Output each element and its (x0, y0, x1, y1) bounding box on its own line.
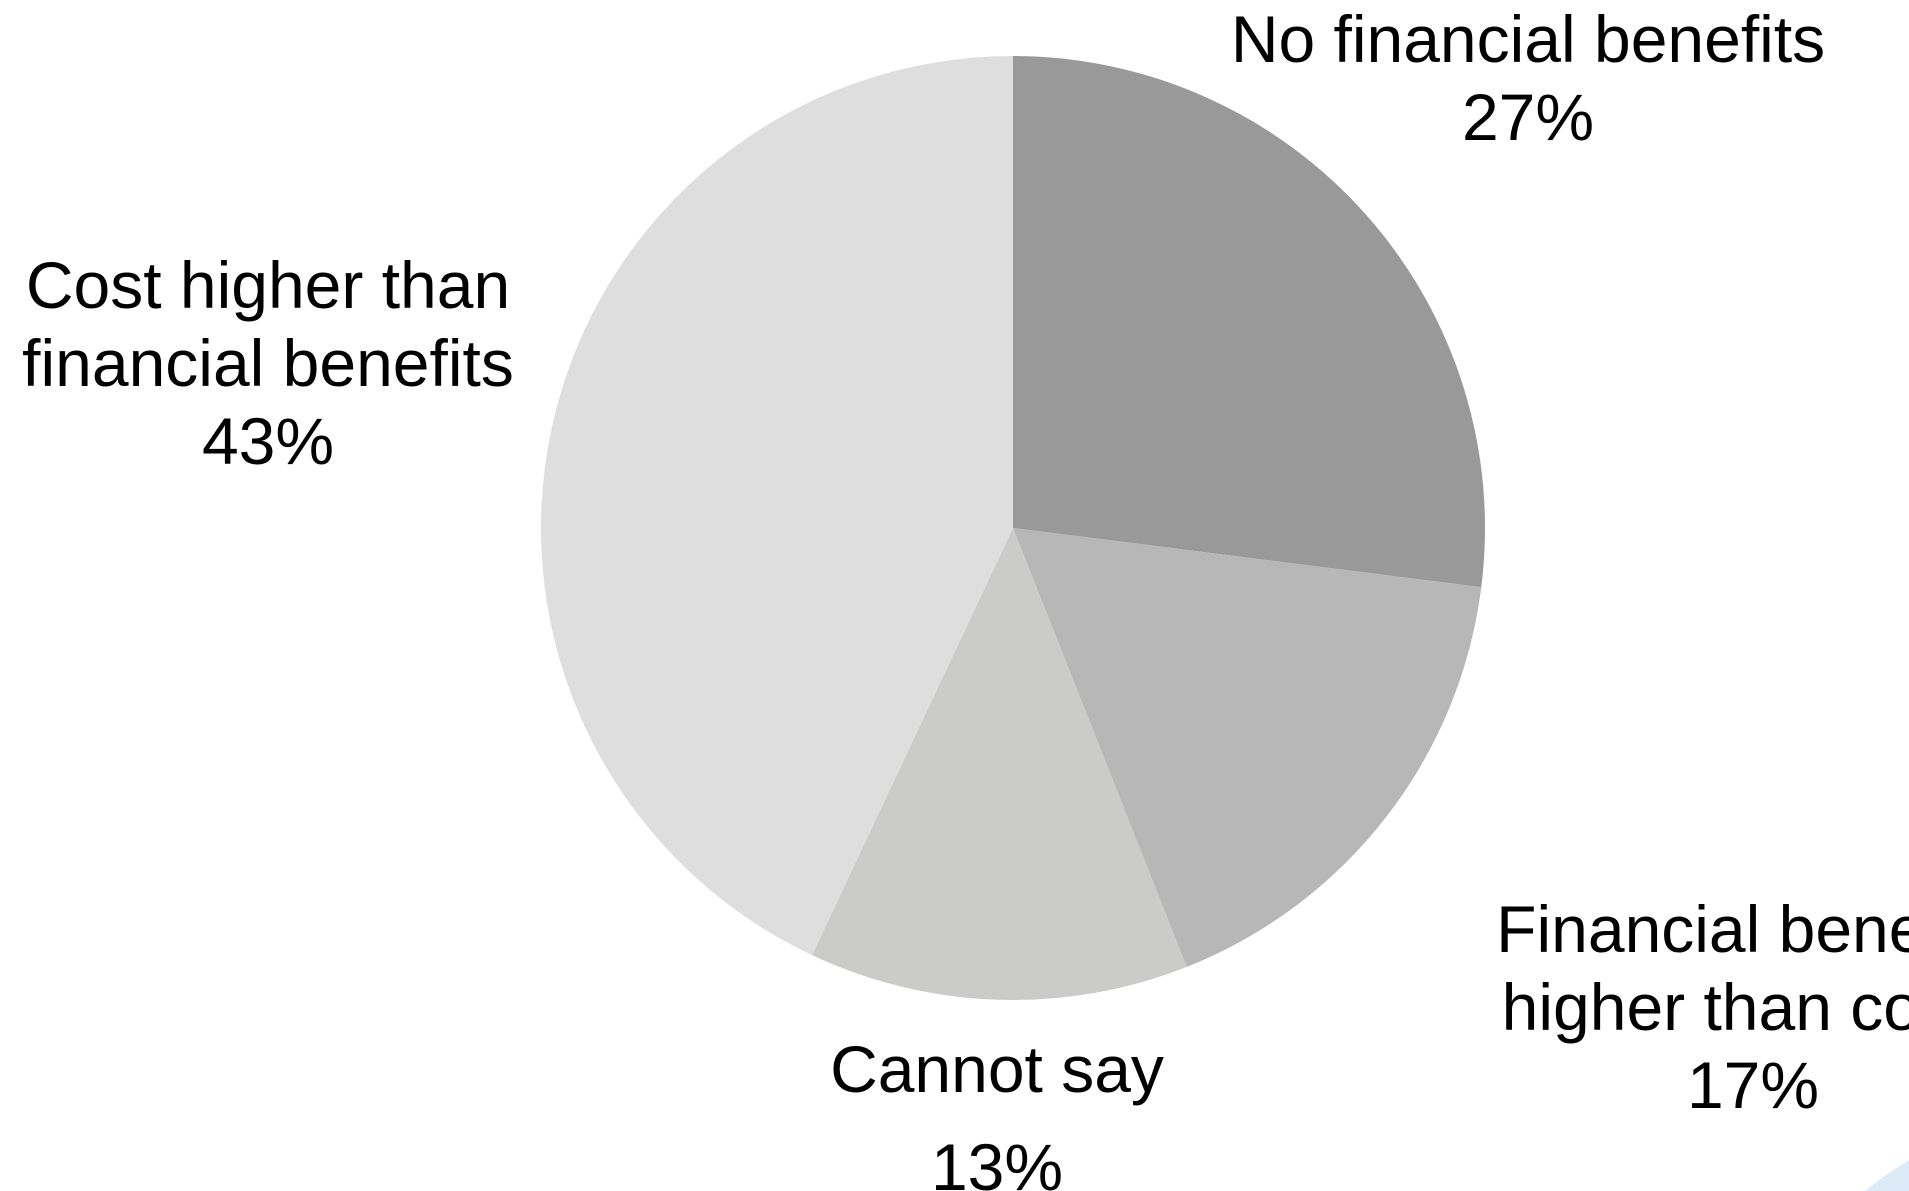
slice-label-no-financial-benefits: No financial benefits 27% (1231, 2, 1825, 154)
pie-slice-no-financial-benefits (1013, 56, 1486, 588)
pie-slice-cost-higher-than-financial-benefits (540, 56, 1013, 956)
slice-name-line: No financial benefits (1231, 2, 1825, 76)
slice-value-label: 27% (1462, 80, 1594, 154)
slice-name-line: Financial benefits (1496, 892, 1909, 966)
pie-slices (540, 56, 1486, 1000)
slice-value-label: 17% (1687, 1048, 1819, 1122)
slice-value-label: 13% (931, 1130, 1063, 1191)
slice-label-cost-higher-than-financial-benefits: Cost higher than financial benefits 43% (22, 248, 514, 478)
slice-name-line: Cost higher than (26, 248, 510, 322)
corner-accent-decoration (1865, 1160, 1909, 1191)
pie-slice-financial-benefits-higher-than-costs (1013, 528, 1482, 967)
slice-name-line: higher than costs (1502, 970, 1909, 1044)
slice-value-label: 43% (202, 404, 334, 478)
slice-name-line: financial benefits (22, 326, 514, 400)
slice-name-line: Cannot say (830, 1032, 1164, 1106)
slice-label-financial-benefits-higher-than-costs: Financial benefitshigher than costs17% (1496, 892, 1909, 1122)
pie-slice-cannot-say (812, 528, 1187, 1000)
slice-label-cannot-say: Cannot say 13% (830, 1032, 1164, 1191)
